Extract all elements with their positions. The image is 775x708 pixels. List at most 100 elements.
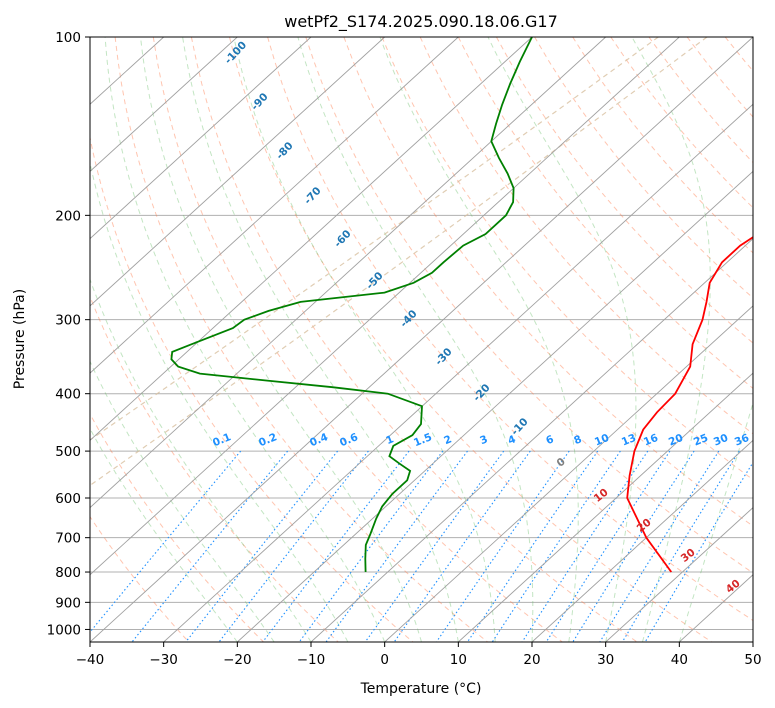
y-axis-ticks: 100 200 300 400 500 600 700 800 900 1000: [47, 30, 90, 638]
extra-curve: [90, 37, 659, 441]
dry-adiabat: [686, 37, 753, 118]
y-tick-label: 300: [55, 313, 81, 329]
dry-adiabat: [305, 37, 753, 574]
dry-adiabat: [724, 37, 753, 72]
moist-adiabat: [379, 37, 579, 642]
mixing-ratio-label: 8: [572, 433, 583, 447]
dry-adiabat: [90, 515, 190, 642]
chart-title: wetPf2_S174.2025.090.18.06.G17: [284, 12, 558, 32]
isotherm-line: [310, 238, 753, 642]
y-axis-label: Pressure (hPa): [12, 289, 28, 389]
mixing-ratio-label: 4: [506, 433, 517, 447]
isotherm-line: [752, 641, 753, 642]
dry-adiabat-label: -80: [274, 140, 296, 162]
dry-adiabat-label: -20: [471, 382, 493, 404]
mixing-ratio-label: 20: [667, 432, 685, 449]
isotherm-line: [90, 37, 753, 642]
dry-adiabat: [343, 37, 753, 527]
y-tick-label: 600: [55, 491, 81, 507]
mixing-ratio-label: 10: [593, 432, 611, 449]
isotherm-line: [457, 372, 753, 642]
mixing-ratio-line: [185, 450, 339, 642]
moist-adiabat: [182, 37, 459, 642]
moist-adiabat: [90, 427, 238, 642]
pressure-gridlines: [90, 37, 753, 630]
dry-adiabat: [267, 37, 753, 622]
dry-adiabat-label: -100: [222, 39, 249, 66]
y-tick-label: 800: [55, 565, 81, 581]
mixing-ratio-label: 1: [384, 433, 395, 447]
dry-adiabats: [90, 37, 753, 642]
isotherm-line: [90, 37, 680, 576]
x-tick-label: 10: [450, 652, 467, 668]
isotherm-line: [90, 37, 386, 307]
x-tick-label: 50: [744, 652, 761, 668]
dry-adiabat-label: -50: [364, 270, 386, 292]
dry-adiabat: [190, 37, 638, 642]
isotherm-line: [90, 37, 607, 509]
y-tick-label: 400: [55, 387, 81, 403]
dry-adiabat: [114, 37, 488, 642]
mixing-ratio-label: 0.6: [338, 431, 360, 449]
mixing-ratio-line: [545, 450, 671, 642]
extra-curves: [90, 37, 708, 487]
mixing-ratio-label: 3: [478, 433, 489, 447]
moist-adiabat: [631, 37, 711, 642]
y-tick-label: 900: [55, 595, 81, 611]
dry-adiabat: [534, 37, 753, 299]
mixing-ratio-line: [262, 450, 410, 642]
mixing-ratio-line: [325, 450, 468, 642]
mixing-ratio-label: 0.4: [308, 431, 330, 449]
x-tick-label: 20: [523, 652, 540, 668]
mixing-ratio-line: [435, 450, 570, 642]
sounding-series: [170, 37, 753, 573]
dry-adiabat: [90, 135, 414, 642]
dry-adiabat-label: -60: [332, 228, 354, 250]
mixing-ratio-lines: [90, 450, 753, 642]
mixing-ratio-line: [90, 450, 242, 633]
dry-adiabat: [381, 37, 753, 481]
mixing-ratio-label: 30: [712, 432, 730, 449]
y-tick-label: 100: [55, 30, 81, 46]
moist-adiabat: [90, 160, 349, 642]
dry-adiabat-label: -70: [302, 185, 324, 207]
y-tick-label: 700: [55, 531, 81, 547]
dry-adiabat: [419, 37, 753, 435]
dry-adiabat-label: -30: [433, 346, 455, 368]
moist-adiabat: [104, 37, 386, 642]
moist-adiabat: [90, 360, 275, 642]
moist-adiabat: [487, 37, 637, 642]
dry-adiabat-label: -90: [249, 91, 271, 113]
x-axis-ticks: −40 −30 −20 −10 0 10 20 30 40 50: [76, 642, 762, 668]
y-tick-label: 200: [55, 208, 81, 224]
isotherm-line: [163, 103, 753, 642]
mixing-ratio-line: [131, 450, 289, 642]
x-tick-label: 30: [597, 652, 614, 668]
x-tick-label: 0: [380, 652, 389, 668]
mixing-ratio-label: 0.1: [211, 431, 233, 449]
mixing-ratio-label: 6: [544, 433, 555, 447]
x-tick-label: −20: [223, 652, 252, 668]
mixing-ratio-label: 16: [642, 432, 660, 449]
dry-adiabat: [648, 37, 753, 164]
dry-adiabat: [495, 37, 753, 344]
isotherm-line: [605, 506, 753, 642]
plot-frame: [89, 36, 754, 643]
x-axis-label: Temperature (°C): [360, 681, 482, 697]
dewpoint-profile: [170, 37, 533, 573]
isotherm-line: [90, 37, 459, 374]
dry-adiabat-label: -40: [398, 308, 420, 330]
isotherm-label: 30: [679, 546, 698, 564]
y-tick-label: 1000: [47, 622, 81, 638]
mixing-ratio-label: 36: [733, 432, 751, 449]
mixing-ratio-line: [491, 450, 621, 642]
moist-adiabat: [140, 37, 422, 642]
isotherm-label-zero: 0: [555, 456, 568, 470]
moist-adiabat: [678, 401, 753, 642]
x-tick-label: −40: [76, 652, 105, 668]
mixing-ratio-line: [298, 450, 444, 642]
x-tick-label: 40: [671, 652, 688, 668]
isotherms: [90, 37, 753, 642]
moist-adiabat: [90, 278, 312, 642]
